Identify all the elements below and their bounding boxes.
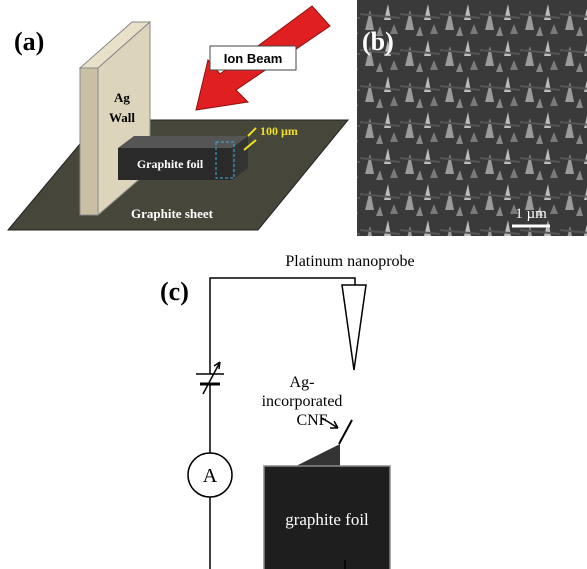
wall-label: Wall — [109, 110, 135, 125]
panel-b: (b) 1 µm — [357, 0, 587, 236]
cnf — [338, 419, 353, 445]
panel-c: Platinum nanoprobe (c) A Ag- incorporate… — [160, 253, 415, 569]
scale-bar-label: 1 µm — [515, 206, 547, 222]
wall-side — [79, 67, 99, 216]
panel-label: (b) — [362, 27, 394, 56]
foil-front — [118, 148, 232, 180]
beam-label-box — [209, 45, 297, 71]
region-box — [215, 141, 235, 179]
nanoprobe — [341, 284, 367, 371]
panel-label: (a) — [14, 27, 44, 56]
beam-label: Ion Beam — [224, 51, 283, 66]
wall-label: Ag — [114, 90, 130, 105]
cnf-base — [296, 444, 340, 466]
ammeter-label: A — [203, 465, 218, 487]
sem-image — [357, 0, 587, 236]
panel-a: Ag Wall Graphite foil 100 µm Graphite sh… — [6, 5, 350, 231]
cnf-label: Ag- — [290, 374, 315, 391]
foil-label: Graphite foil — [137, 157, 204, 171]
cnf-label: CNF — [296, 412, 327, 429]
variable-arrow — [202, 361, 221, 395]
panel-label: (c) — [160, 277, 189, 306]
sheet-label: Graphite sheet — [131, 206, 214, 221]
thickness-label: 100 µm — [260, 124, 298, 138]
cnf-arrow — [321, 417, 339, 429]
graphite-foil — [263, 465, 391, 569]
foil-side — [232, 136, 248, 180]
thickness-arrows — [243, 127, 257, 151]
cnf-label: incorporated — [262, 393, 343, 410]
wire — [209, 277, 356, 569]
ammeter — [187, 452, 233, 498]
probe-label: Platinum nanoprobe — [285, 253, 414, 270]
foil-label: graphite foil — [285, 510, 369, 529]
